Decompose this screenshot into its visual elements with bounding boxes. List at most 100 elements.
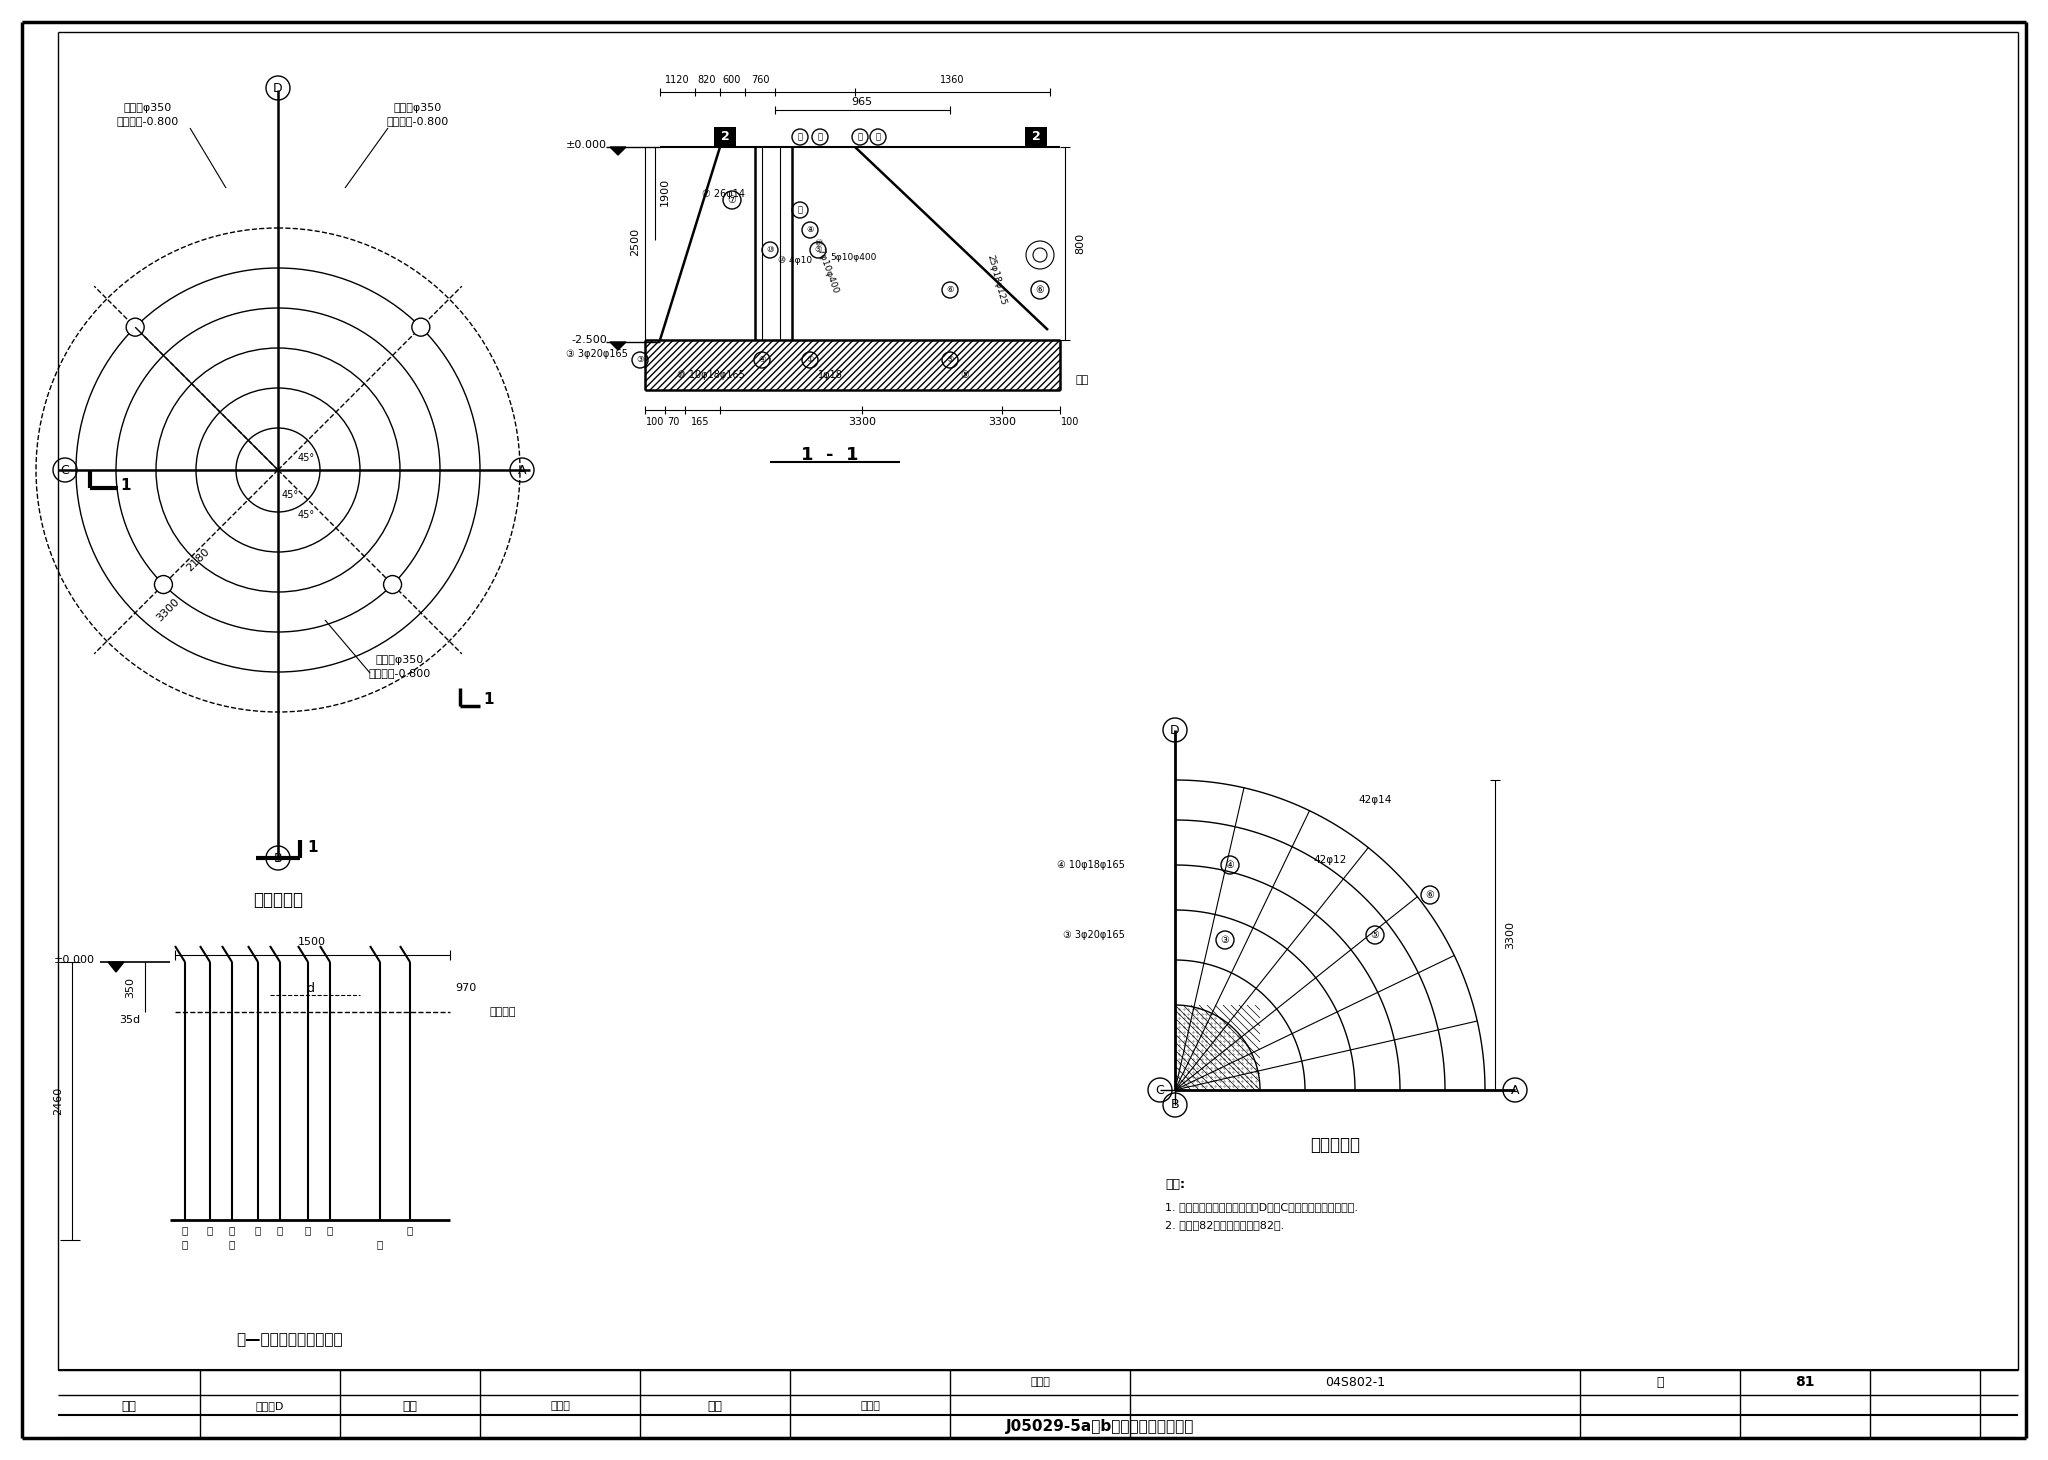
Text: 页: 页: [1657, 1375, 1663, 1388]
Text: 1: 1: [483, 692, 494, 708]
Text: ⑮: ⑮: [874, 133, 881, 142]
Text: 予留孔φ350: 予留孔φ350: [393, 104, 442, 112]
Text: ①: ①: [807, 355, 813, 365]
Text: 3300: 3300: [1505, 921, 1516, 949]
Polygon shape: [610, 147, 627, 155]
Text: 1: 1: [121, 477, 131, 492]
Text: A: A: [518, 463, 526, 476]
Text: C: C: [1155, 1083, 1165, 1096]
Text: 1. 仅当采用三管方案时，方在D）、C）象限间的基础上留孔.: 1. 仅当采用三管方案时，方在D）、C）象限间的基础上留孔.: [1165, 1202, 1358, 1212]
Text: B: B: [1171, 1098, 1180, 1111]
Text: 760: 760: [752, 74, 770, 85]
Text: ⑥: ⑥: [946, 286, 954, 295]
Text: 说明:: 说明:: [1165, 1178, 1186, 1191]
Text: 基础顶面: 基础顶面: [489, 1007, 516, 1018]
Text: 1900: 1900: [659, 178, 670, 206]
Text: ⑬: ⑬: [817, 133, 823, 142]
Text: ⑬: ⑬: [182, 1240, 188, 1248]
Text: 800: 800: [1075, 234, 1085, 254]
Text: 3300: 3300: [987, 418, 1016, 426]
Text: ③: ③: [1221, 934, 1229, 945]
Text: 42φ12: 42φ12: [1313, 856, 1348, 864]
Text: d: d: [305, 981, 313, 994]
Text: C: C: [61, 463, 70, 476]
Text: 1360: 1360: [940, 74, 965, 85]
Text: ③ 3φ20φ165: ③ 3φ20φ165: [1063, 930, 1124, 940]
Text: ④: ④: [1225, 860, 1235, 870]
Text: ⑩: ⑩: [766, 245, 774, 254]
Text: ④ 10φ18φ165: ④ 10φ18φ165: [1057, 860, 1124, 870]
Text: A: A: [1511, 1083, 1520, 1096]
Bar: [715, 127, 735, 147]
Text: 42φ14: 42φ14: [1358, 796, 1393, 804]
Text: ⑮: ⑮: [377, 1240, 383, 1248]
Text: 45°: 45°: [297, 453, 315, 463]
Text: -2.500: -2.500: [571, 334, 606, 345]
Text: 2. 剖面见82页，其他说明见82页.: 2. 剖面见82页，其他说明见82页.: [1165, 1221, 1284, 1229]
Text: 165: 165: [690, 418, 709, 426]
Text: 820: 820: [698, 74, 717, 85]
Text: 45°: 45°: [281, 491, 299, 499]
Text: 45°: 45°: [297, 510, 315, 520]
Text: 予留孔φ350: 予留孔φ350: [377, 656, 424, 664]
Text: J05029-5a、b模板、配筋图（一）: J05029-5a、b模板、配筋图（一）: [1006, 1419, 1194, 1434]
Text: 1120: 1120: [666, 74, 690, 85]
Text: ⑩ 10φ18φ165: ⑩ 10φ18φ165: [678, 369, 745, 380]
Text: 1: 1: [307, 841, 317, 856]
Text: ⑪: ⑪: [797, 133, 803, 142]
Text: D: D: [272, 82, 283, 95]
Polygon shape: [610, 342, 627, 350]
Text: ±0.000: ±0.000: [565, 140, 606, 150]
Text: 3300: 3300: [848, 418, 877, 426]
Text: 600: 600: [723, 74, 741, 85]
Circle shape: [383, 575, 401, 594]
Bar: [1024, 127, 1047, 147]
Text: ⑪: ⑪: [276, 1225, 283, 1235]
Text: 100: 100: [645, 418, 664, 426]
Text: D: D: [1169, 724, 1180, 736]
Text: ⑦: ⑦: [727, 196, 737, 204]
Text: 设计: 设计: [707, 1400, 723, 1412]
Text: ⑭: ⑭: [328, 1225, 334, 1235]
Text: ⑧ 7φ10φ400: ⑧ 7φ10φ400: [811, 237, 840, 293]
Text: 2: 2: [1032, 130, 1040, 143]
Circle shape: [127, 318, 143, 336]
Text: ⑬: ⑬: [229, 1240, 236, 1248]
Text: ⑤: ⑤: [961, 369, 969, 380]
Text: ③: ③: [637, 355, 643, 365]
Text: 基础配筋图: 基础配筋图: [1311, 1136, 1360, 1153]
Text: ⑥: ⑥: [1425, 891, 1434, 899]
Text: 970: 970: [455, 983, 477, 993]
Text: ⑭: ⑭: [858, 133, 862, 142]
Text: 100: 100: [1061, 418, 1079, 426]
Text: ⑫: ⑫: [229, 1225, 236, 1235]
Text: ⑥: ⑥: [1036, 285, 1044, 295]
Text: 中心标高-0.800: 中心标高-0.800: [387, 115, 449, 126]
Text: ⑤: ⑤: [1370, 930, 1380, 940]
Text: ⑧: ⑧: [807, 225, 813, 235]
Circle shape: [154, 575, 172, 594]
Text: 1φ18: 1φ18: [817, 369, 844, 380]
Polygon shape: [109, 962, 125, 972]
Text: 归审石D: 归审石D: [256, 1402, 285, 1410]
Text: 2500: 2500: [631, 228, 639, 255]
Bar: [645, 340, 1061, 390]
Text: 1500: 1500: [299, 937, 326, 948]
Text: ⑤: ⑤: [946, 355, 954, 365]
Text: 中心标高-0.800: 中心标高-0.800: [369, 669, 432, 677]
Text: 1  -  1: 1 - 1: [801, 445, 858, 464]
Text: 图集号: 图集号: [1030, 1377, 1051, 1387]
Text: ⑩ 4φ10: ⑩ 4φ10: [778, 255, 813, 264]
Text: ±0.000: ±0.000: [53, 955, 94, 965]
Text: 中心标高-0.800: 中心标高-0.800: [117, 115, 178, 126]
Text: ⑬: ⑬: [797, 206, 803, 215]
Text: ⑬: ⑬: [408, 1225, 414, 1235]
Text: 王文涛: 王文涛: [860, 1402, 881, 1410]
Text: ⑪—⑮号基础插筋展开图: ⑪—⑮号基础插筋展开图: [238, 1333, 344, 1348]
Text: ④: ④: [758, 355, 766, 365]
Text: 基础模板图: 基础模板图: [254, 891, 303, 910]
Text: ⑪: ⑪: [207, 1225, 213, 1235]
Text: B: B: [274, 851, 283, 864]
Text: 2460: 2460: [53, 1086, 63, 1115]
Text: 350: 350: [125, 977, 135, 997]
